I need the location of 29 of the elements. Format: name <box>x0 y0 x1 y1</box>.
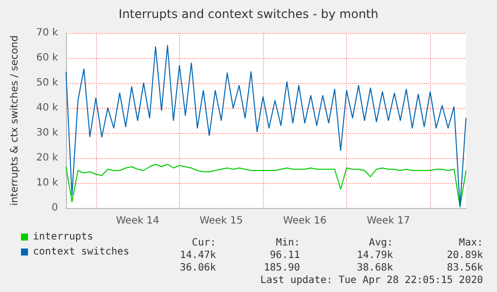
text: 20.89k <box>446 250 483 261</box>
y-tick-label: 30 k <box>36 128 58 138</box>
text: Avg: <box>368 238 394 248</box>
x-tick-label: Week 14 <box>116 216 160 226</box>
y-tick-label: 0 <box>52 202 58 214</box>
y-tick-label: 20 k <box>36 152 58 164</box>
text: 38.68k <box>356 262 393 274</box>
text: 96.11 <box>270 250 300 261</box>
y-tick-label: 50 k <box>36 78 58 88</box>
x-tick-label: Week 15 <box>200 216 243 226</box>
x-tick-label: Week 16 <box>283 216 326 226</box>
text: 36.06k <box>180 262 216 274</box>
x-tick-label: Week 17 <box>366 216 410 226</box>
legend-label: interrupts <box>33 232 94 242</box>
y-tick-label: 40 k <box>36 102 58 114</box>
text: Cur: <box>192 238 216 248</box>
chart-title: Interrupts and context switches - by month <box>118 7 378 21</box>
y-tick-label: 70 k <box>36 28 58 38</box>
text: Max: <box>458 238 484 248</box>
text: 14.47k <box>180 250 216 261</box>
text: 14.79k <box>356 250 393 261</box>
text: 83.56k <box>446 262 483 274</box>
text: Min: <box>276 238 300 248</box>
legend-label: context switches <box>33 246 130 258</box>
text: Last update: Tue Apr 28 22:05:15 2020 <box>260 275 484 286</box>
y-tick-label: 60 k <box>36 52 58 64</box>
text: 185.90 <box>264 262 300 274</box>
y-tick-label: 10 k <box>36 178 58 188</box>
y-axis-title: interrupts & ctx switches / second <box>10 35 20 206</box>
